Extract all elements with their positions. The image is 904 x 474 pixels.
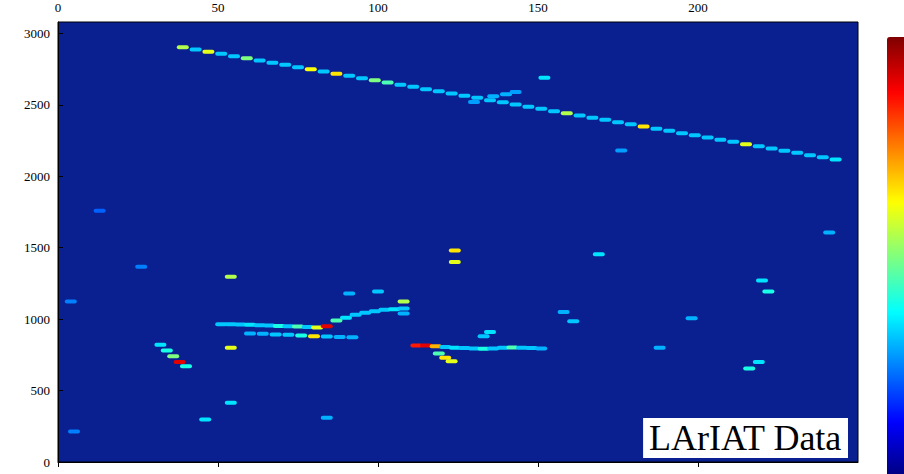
svg-text:1000: 1000 <box>24 312 50 327</box>
svg-text:200: 200 <box>688 0 708 15</box>
svg-text:0: 0 <box>55 0 62 15</box>
svg-text:3000: 3000 <box>24 26 50 41</box>
svg-text:2000: 2000 <box>24 169 50 184</box>
svg-text:1500: 1500 <box>24 240 50 255</box>
svg-text:50: 50 <box>212 0 225 15</box>
svg-text:150: 150 <box>528 0 548 15</box>
svg-text:100: 100 <box>368 0 388 15</box>
svg-text:LArIAT Data: LArIAT Data <box>649 418 841 458</box>
svg-text:0: 0 <box>44 455 51 470</box>
svg-text:500: 500 <box>31 383 51 398</box>
svg-text:2500: 2500 <box>24 97 50 112</box>
